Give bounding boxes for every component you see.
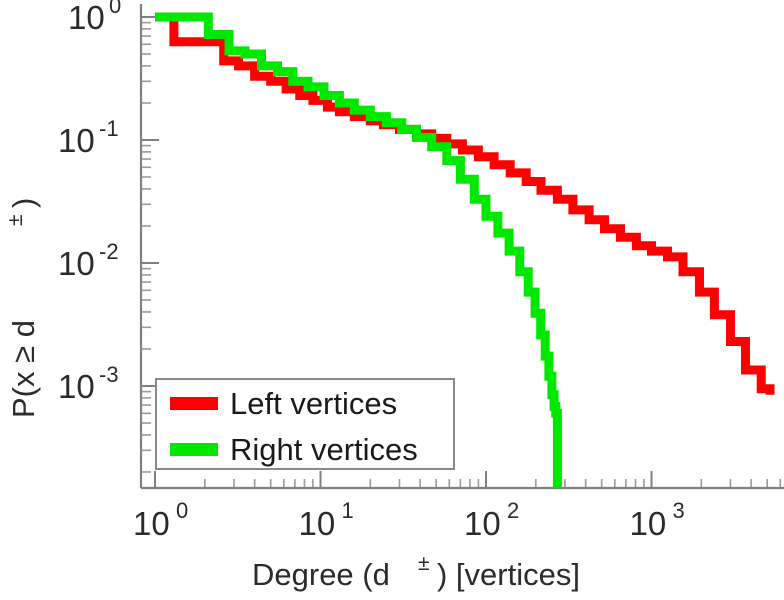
series-line-left-vertices — [155, 12, 775, 395]
svg-text:±: ± — [4, 214, 27, 226]
x-tick-label-mantissa: 10 — [299, 505, 336, 542]
x-tick-label-exponent: 1 — [342, 498, 354, 523]
legend-swatch-right-vertices — [170, 442, 218, 456]
y-tick-label-mantissa: 10 — [58, 245, 95, 282]
y-tick-label-exponent: 0 — [109, 0, 121, 18]
y-tick-label-exponent: -3 — [99, 362, 119, 387]
y-tick-label-exponent: -1 — [99, 116, 119, 141]
legend-label-left-vertices: Left vertices — [230, 385, 398, 421]
svg-text:P(x ≥ d: P(x ≥ d — [6, 320, 41, 418]
chart-legend: Left vertices Right vertices — [155, 378, 455, 470]
y-tick-label-mantissa: 10 — [58, 368, 95, 405]
legend-label-right-vertices: Right vertices — [230, 431, 418, 467]
legend-item-right-vertices: Right vertices — [157, 426, 453, 472]
y-tick-label-mantissa: 10 — [68, 0, 105, 36]
legend-swatch-left-vertices — [170, 396, 218, 410]
y-tick-label-mantissa: 10 — [58, 122, 95, 159]
x-tick-label-mantissa: 10 — [133, 505, 170, 542]
y-axis-title: P(x ≥ d ± ) — [4, 198, 41, 418]
axis-lines — [139, 4, 784, 490]
svg-text:): ) — [6, 198, 41, 208]
series-line-right-vertices — [155, 12, 562, 488]
svg-text:±: ± — [418, 552, 430, 575]
legend-item-left-vertices: Left vertices — [157, 380, 453, 426]
axis-ticks — [141, 16, 782, 488]
x-tick-label-mantissa: 10 — [630, 505, 667, 542]
y-tick-label-exponent: -2 — [99, 239, 119, 264]
x-tick-label-exponent: 2 — [507, 498, 519, 523]
x-tick-label-exponent: 0 — [176, 498, 188, 523]
tick-labels-layer: 10 0 10 1 10 2 10 310 010 -110 -210 -3 — [58, 0, 685, 542]
data-series-layer — [155, 12, 775, 488]
x-tick-label-exponent: 3 — [673, 498, 685, 523]
svg-text:) [vertices]: ) [vertices] — [437, 557, 580, 592]
x-tick-label-mantissa: 10 — [464, 505, 501, 542]
x-axis-title: Degree (d ± ) [vertices] — [252, 552, 580, 592]
svg-text:Degree (d: Degree (d — [252, 557, 390, 592]
